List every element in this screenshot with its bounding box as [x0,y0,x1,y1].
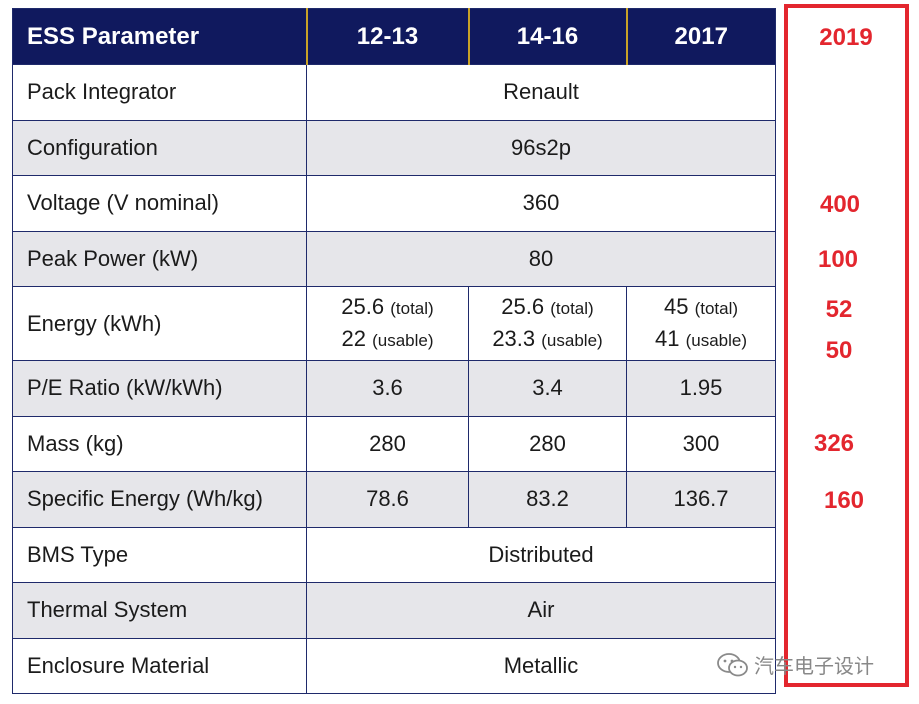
table-row: Enclosure Material Metallic [12,637,776,694]
row-value: 96s2p [306,119,776,176]
table-row: Configuration 96s2p [12,119,776,176]
energy-total: 45 [663,293,689,319]
table-row: Specific Energy (Wh/kg) 78.6 83.2 136.7 [12,471,776,528]
table-row: Thermal System Air [12,582,776,639]
table-row: Mass (kg) 280 280 300 [12,415,776,472]
energy-total: 25.6 [501,293,545,319]
row-value: Air [306,582,776,639]
row-label: Energy (kWh) [12,286,307,361]
table-row: BMS Type Distributed [12,526,776,583]
table-row: Energy (kWh) 25.6 (total) 22 (usable) 25… [12,286,776,361]
row-label: Voltage (V nominal) [12,175,307,232]
annotation-energy-usable: 50 [825,337,853,364]
energy-usable: 22 [341,325,366,351]
table-row: Voltage (V nominal) 360 [12,175,776,232]
row-value: Renault [306,64,776,121]
row-label: P/E Ratio (kW/kWh) [12,360,307,417]
row-label: Thermal System [12,582,307,639]
annotation-year: 2019 [819,24,873,51]
row-value: 360 [306,175,776,232]
header-12-13: 12-13 [305,8,469,65]
header-row: ESS Parameter 12-13 14-16 2017 [12,8,776,65]
annotation-specific-energy: 160 [823,487,865,514]
row-label: Specific Energy (Wh/kg) [12,471,307,528]
row-label: Pack Integrator [12,64,307,121]
table-row: Pack Integrator Renault [12,64,776,121]
row-value: 280 [306,415,469,472]
row-label: Peak Power (kW) [12,230,307,287]
row-value: 1.95 [626,360,776,417]
usable-suffix: (usable) [372,330,434,350]
energy-usable: 23.3 [492,325,536,351]
header-14-16: 14-16 [467,8,627,65]
ess-parameter-table: ESS Parameter 12-13 14-16 2017 Pack Inte… [12,8,776,694]
energy-cell: 25.6 (total) 22 (usable) [306,286,469,361]
watermark: 汽车电子设计 [716,650,874,679]
energy-cell: 25.6 (total) 23.3 (usable) [468,286,627,361]
total-suffix: (total) [550,298,594,318]
row-label: Mass (kg) [12,415,307,472]
row-label: Enclosure Material [12,637,307,694]
row-value: 78.6 [306,471,469,528]
row-value: 3.6 [306,360,469,417]
wechat-icon [717,652,748,676]
row-label: BMS Type [12,526,307,583]
total-suffix: (total) [390,298,434,318]
total-suffix: (total) [694,298,739,318]
row-value: Metallic [306,637,776,694]
annotation-mass: 326 [813,430,855,457]
energy-usable: 41 [654,325,680,351]
annotation-voltage: 400 [819,191,861,218]
annotation-energy-total: 52 [825,296,853,323]
header-2017: 2017 [625,8,776,65]
energy-cell: 45 (total) 41 (usable) [626,286,776,361]
row-value: 83.2 [468,471,627,528]
row-value: 136.7 [626,471,776,528]
row-label: Configuration [12,119,307,176]
usable-suffix: (usable) [685,330,748,350]
row-value: 3.4 [468,360,627,417]
usable-suffix: (usable) [541,330,603,350]
row-value: 300 [626,415,776,472]
table-row: Peak Power (kW) 80 [12,230,776,287]
annotation-box [784,4,909,687]
table-row: P/E Ratio (kW/kWh) 3.6 3.4 1.95 [12,360,776,417]
row-value: 80 [306,230,776,287]
row-value: 280 [468,415,627,472]
watermark-text: 汽车电子设计 [754,656,874,678]
header-parameter: ESS Parameter [12,8,307,65]
energy-total: 25.6 [341,293,385,319]
row-value: Distributed [306,526,776,583]
annotation-peak-power: 100 [817,246,859,273]
